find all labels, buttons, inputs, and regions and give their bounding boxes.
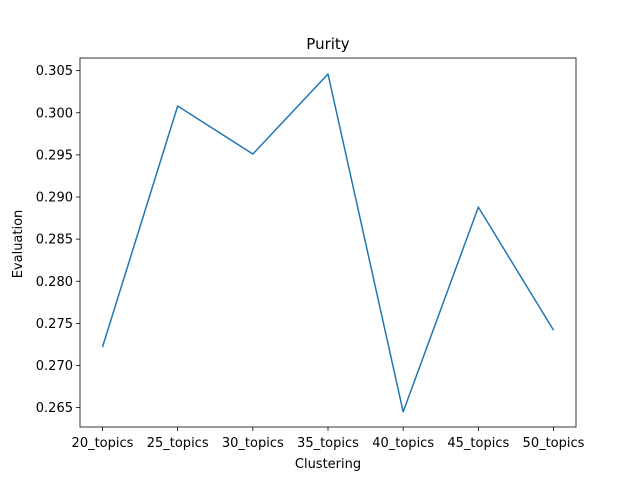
y-tick-label: 0.265 [36, 401, 73, 416]
x-tick-label: 35_topics [297, 436, 359, 451]
y-tick-label: 0.305 [36, 64, 73, 79]
x-tick-label: 20_topics [72, 436, 134, 451]
y-tick-label: 0.285 [36, 233, 73, 248]
chart-title: Purity [306, 35, 350, 53]
x-tick-label: 25_topics [147, 436, 209, 451]
y-tick-label: 0.270 [36, 359, 73, 374]
plot-area: 20_topics 25_topics 30_topics 35_topics 40_t… [36, 57, 585, 451]
y-tick-label: 0.295 [36, 148, 73, 163]
x-tick-label: 30_topics [222, 436, 284, 451]
x-tick-label: 45_topics [447, 436, 509, 451]
y-tick-label: 0.290 [36, 191, 73, 206]
x-tick-label: 50_topics [523, 436, 585, 451]
y-tick-label: 0.300 [36, 106, 73, 121]
y-tick-label: 0.280 [36, 275, 73, 290]
x-axis-title: Clustering [295, 457, 361, 472]
y-tick-label: 0.275 [36, 317, 73, 332]
series-line [101, 73, 555, 413]
y-axis-title: Evaluation [11, 210, 26, 279]
x-tick-label: 40_topics [372, 436, 434, 451]
plot-frame [79, 57, 577, 428]
